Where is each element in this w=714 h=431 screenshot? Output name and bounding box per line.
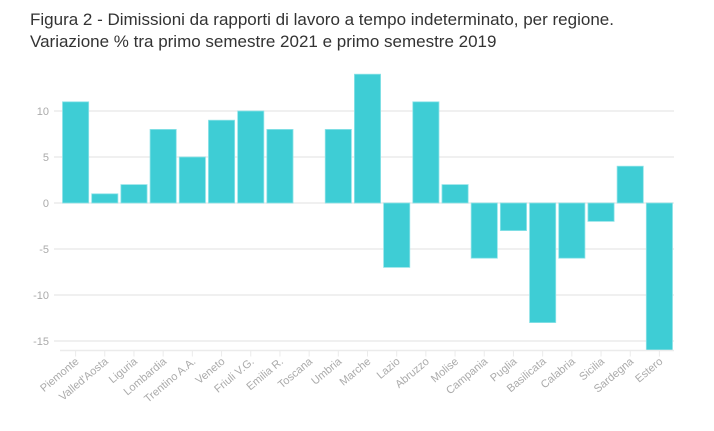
y-tick-label: -15 xyxy=(33,336,49,348)
x-tick-label: Estero xyxy=(633,356,665,386)
bar-liguria xyxy=(120,184,148,204)
x-axis: PiemonteValled'AostaLiguriaLombardiaTren… xyxy=(38,349,674,406)
chart-title: Figura 2 - Dimissioni da rapporti di lav… xyxy=(30,10,614,29)
y-tick-label: 0 xyxy=(43,198,49,210)
bar-estero xyxy=(645,202,673,351)
y-tick-label: -5 xyxy=(39,244,49,256)
x-tick-label: Trentino A.A. xyxy=(142,356,198,406)
bars xyxy=(62,73,673,351)
bar-trentino-a-a- xyxy=(178,156,206,204)
bar-sicilia xyxy=(587,202,615,222)
y-tick-label: 10 xyxy=(37,106,49,118)
bar-umbria xyxy=(324,128,352,204)
bar-sardegna xyxy=(616,165,644,204)
bar-piemonte xyxy=(62,101,90,204)
bar-lombardia xyxy=(149,128,177,204)
y-axis: -15 -10 -5 0 5 10 xyxy=(33,106,49,348)
bar-marche xyxy=(354,73,381,204)
chart-subtitle: Variazione % tra primo semestre 2021 e p… xyxy=(30,32,497,51)
bar-emilia-r- xyxy=(266,128,294,204)
bar-campania xyxy=(470,202,498,259)
bar-basilicata xyxy=(529,202,557,323)
bar-valled-aosta xyxy=(91,193,119,204)
chart-title-block: Figura 2 - Dimissioni da rapporti di lav… xyxy=(30,9,614,53)
bar-puglia xyxy=(499,202,527,232)
bar-calabria xyxy=(558,202,586,259)
y-tick-label: -10 xyxy=(33,290,49,302)
bar-friuli-v-g- xyxy=(237,110,265,204)
bar-molise xyxy=(441,184,469,204)
bar-abruzzo xyxy=(412,101,440,204)
bar-lazio xyxy=(383,202,411,268)
y-tick-label: 5 xyxy=(43,152,49,164)
bar-veneto xyxy=(208,119,236,204)
x-tick-label: Marche xyxy=(338,356,374,389)
